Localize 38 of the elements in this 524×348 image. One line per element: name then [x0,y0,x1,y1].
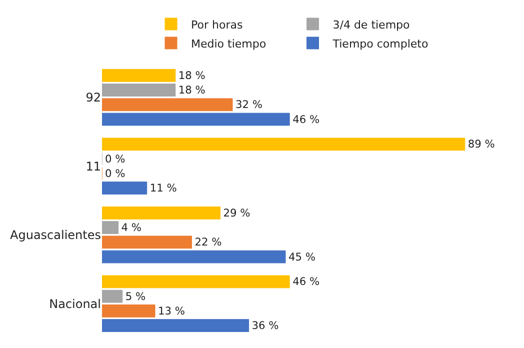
data-label: 13 % [158,304,185,318]
bar [102,182,148,194]
y-tick-label: Aguascalientes [10,228,101,242]
legend-label: Medio tiempo [191,37,266,50]
bar [102,112,290,126]
bar [102,319,250,332]
data-label: 36 % [252,319,279,332]
data-label: 18 % [178,84,206,97]
bar [102,304,156,318]
data-label: 5 % [125,290,146,303]
data-label: 32 % [235,98,262,112]
data-label: 45 % [288,250,316,264]
data-label: 0 % [105,166,126,180]
data-label: 18 % [178,68,206,82]
bar [102,84,176,97]
bar [102,290,123,303]
data-label: 22 % [194,236,222,249]
y-tick-label: 11 [86,159,101,174]
legend-label: 3/4 de tiempo [332,18,410,32]
data-label: 0 % [105,152,126,166]
y-tick-label: 92 [86,90,101,105]
bar [102,69,176,82]
data-label: 89 % [468,138,495,151]
bar [102,221,119,234]
bar [102,275,290,288]
bar [102,138,466,151]
legend-label: Por horas [191,18,243,32]
data-label: 29 % [223,206,250,220]
bar [102,206,220,220]
bar [102,98,233,112]
y-tick-label: Nacional [49,296,101,311]
data-label: 4 % [121,221,142,234]
data-label: 46 % [292,275,320,288]
legend-label: Tiempo completo [332,37,428,50]
data-label: 11 % [150,182,177,195]
bar [102,236,192,249]
data-label: 46 % [292,112,320,126]
bar [102,250,286,264]
